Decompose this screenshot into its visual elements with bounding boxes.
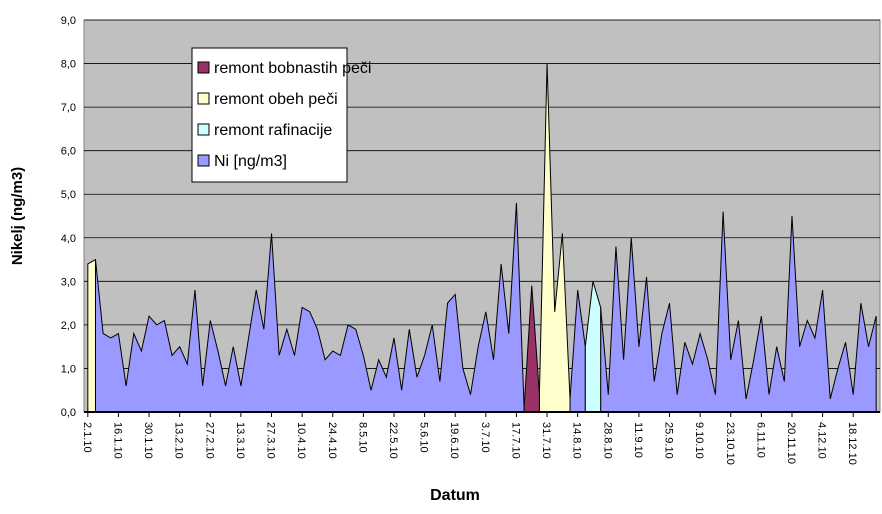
x-tick-label: 14.8.10	[571, 422, 583, 459]
x-tick-label: 20.11.10	[785, 422, 797, 464]
x-tick-label: 5.6.10	[418, 422, 430, 453]
x-tick-label: 19.6.10	[448, 422, 460, 459]
x-tick-label: 25.9.10	[663, 422, 675, 459]
x-tick-label: 2.1.10	[81, 422, 93, 453]
legend-swatch	[197, 61, 210, 74]
x-tick-label: 17.7.10	[509, 422, 521, 459]
x-tick-label: 27.2.10	[203, 422, 215, 459]
legend-swatch	[197, 123, 210, 136]
x-axis-title: Datum	[430, 487, 480, 504]
y-tick-label: 7,0	[61, 102, 76, 114]
x-tick-label: 28.8.10	[601, 422, 613, 459]
legend-label: remont obeh peči	[214, 91, 338, 108]
x-tick-label: 23.10.10	[724, 422, 736, 465]
y-tick-label: 4,0	[61, 233, 76, 245]
x-tick-label: 3.7.10	[479, 422, 491, 453]
x-tick-label: 13.2.10	[173, 422, 185, 459]
y-tick-label: 6,0	[61, 146, 76, 158]
y-tick-label: 0,0	[61, 407, 76, 419]
x-tick-label: 31.7.10	[540, 422, 552, 459]
x-tick-label: 30.1.10	[142, 422, 154, 459]
y-tick-label: 2,0	[61, 320, 76, 332]
x-tick-label: 27.3.10	[265, 422, 277, 459]
x-tick-label: 13.3.10	[234, 422, 246, 459]
legend-swatch	[197, 154, 210, 167]
legend-label: remont bobnastih peči	[214, 60, 371, 77]
x-tick-label: 16.1.10	[111, 422, 123, 459]
y-tick-label: 3,0	[61, 276, 76, 288]
y-tick-label: 9,0	[61, 15, 76, 27]
x-tick-label: 18.12.10	[846, 422, 858, 465]
legend-swatch	[197, 92, 210, 105]
y-tick-label: 1,0	[61, 363, 76, 375]
y-tick-label: 5,0	[61, 189, 76, 201]
x-tick-label: 6.11.10	[754, 422, 766, 458]
x-tick-label: 11.9.10	[632, 422, 644, 458]
x-tick-label: 22.5.10	[387, 422, 399, 459]
x-tick-label: 4.12.10	[816, 422, 828, 459]
x-tick-label: 9.10.10	[693, 422, 705, 459]
legend-label: remont rafinacije	[214, 122, 332, 139]
legend-box	[191, 47, 348, 183]
x-tick-label: 10.4.10	[295, 422, 307, 459]
x-tick-label: 8.5.10	[356, 422, 368, 453]
x-tick-label: 24.4.10	[326, 422, 338, 459]
y-tick-label: 8,0	[61, 59, 76, 71]
legend-label: Ni [ng/m3]	[214, 153, 287, 170]
y-axis-title: Nikelj (ng/m3)	[9, 167, 26, 265]
